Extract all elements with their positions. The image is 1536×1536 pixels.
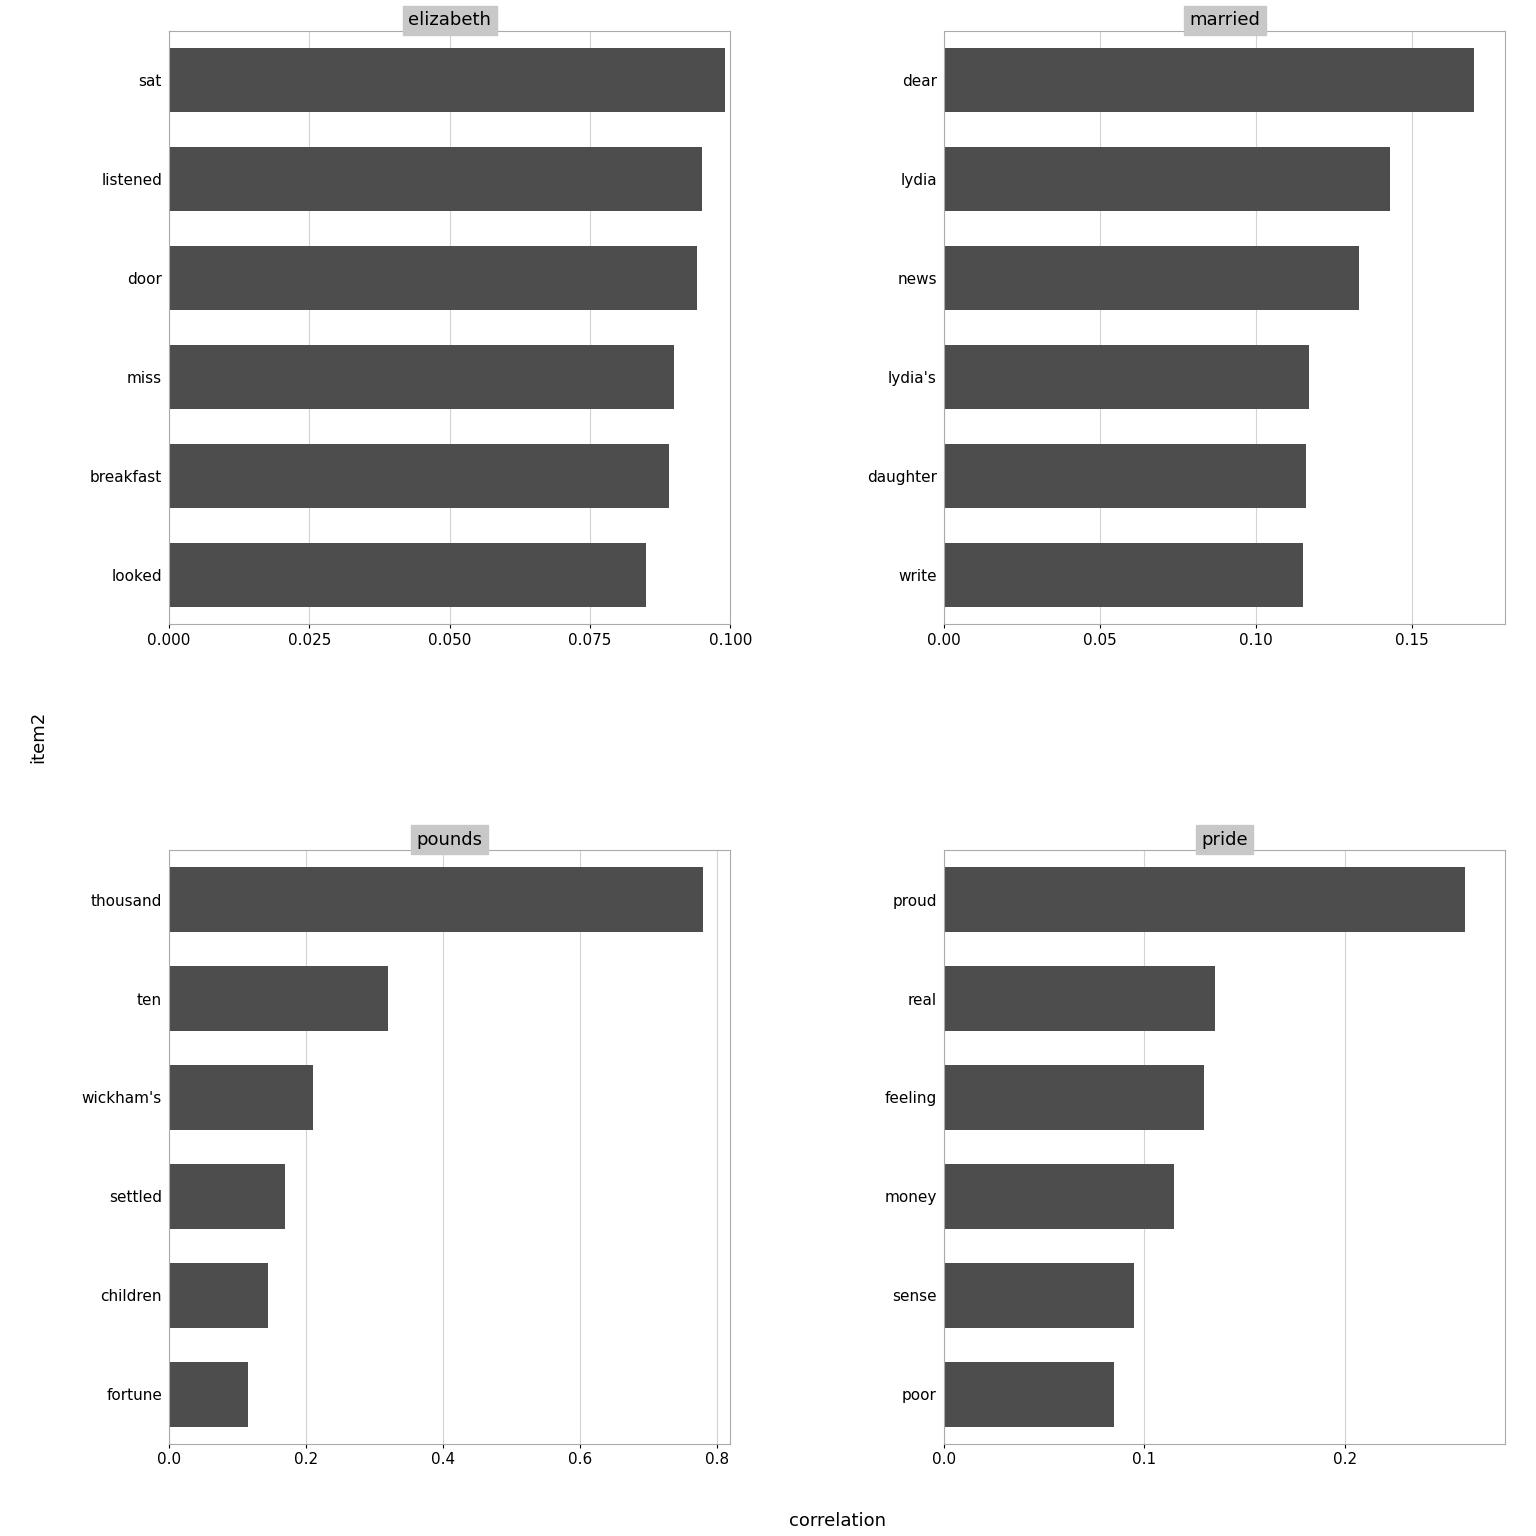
Bar (169, 868, 703, 932)
Title: elizabeth: elizabeth (409, 11, 492, 29)
Bar (943, 966, 1215, 1031)
Bar (943, 48, 1475, 112)
Bar (943, 346, 1309, 409)
Title: pride: pride (1201, 831, 1247, 848)
Bar (943, 1066, 1204, 1129)
Bar (943, 1164, 1175, 1229)
Bar (169, 1362, 247, 1427)
Text: correlation: correlation (788, 1511, 886, 1530)
Bar (169, 346, 674, 409)
Title: pounds: pounds (416, 831, 482, 848)
Title: married: married (1189, 11, 1260, 29)
Bar (169, 246, 697, 310)
Bar (169, 147, 702, 212)
Bar (169, 542, 647, 607)
Bar (169, 966, 389, 1031)
Bar (943, 246, 1359, 310)
Bar (169, 1164, 286, 1229)
Bar (943, 542, 1303, 607)
Bar (169, 1066, 313, 1129)
Bar (169, 1263, 269, 1327)
Bar (943, 868, 1465, 932)
Bar (169, 444, 668, 508)
Bar (169, 48, 725, 112)
Bar (943, 147, 1390, 212)
Bar (943, 1263, 1134, 1327)
Bar (943, 1362, 1114, 1427)
Bar (943, 444, 1306, 508)
Text: item2: item2 (29, 711, 48, 763)
